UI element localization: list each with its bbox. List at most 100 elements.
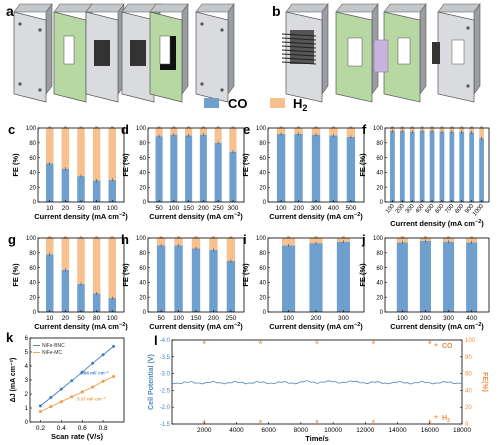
bar-co bbox=[396, 242, 408, 312]
plot-frame bbox=[37, 127, 125, 203]
bolt-hole bbox=[466, 26, 470, 30]
plate-window bbox=[347, 37, 363, 67]
x-tick-label: 600 bbox=[434, 203, 445, 215]
y-tick-label: 40 bbox=[139, 281, 146, 287]
y-tick-label: 40 bbox=[259, 171, 266, 177]
bar-h2 bbox=[469, 128, 475, 133]
bar-co bbox=[185, 135, 193, 202]
x-tick-label: 200 bbox=[311, 315, 322, 322]
cell-potential-line bbox=[171, 380, 463, 385]
y-tick-label: 0 bbox=[380, 310, 384, 316]
bar-h2 bbox=[108, 128, 117, 180]
plate-top bbox=[149, 3, 189, 13]
x-axis-label: Current density (mA cm−2) bbox=[34, 322, 128, 331]
y-axis-label: FE (%) bbox=[358, 263, 367, 287]
x-tick-label: 6000 bbox=[261, 427, 276, 434]
bar-h2 bbox=[199, 128, 207, 135]
x-tick-label: 1000 bbox=[472, 203, 486, 218]
y-tick-label-left: -3.5 bbox=[160, 355, 171, 361]
bar-h2 bbox=[229, 128, 237, 152]
data-point bbox=[101, 353, 105, 357]
plate-top bbox=[437, 3, 481, 13]
y-tick-label: 0 bbox=[25, 420, 29, 426]
x-axis-label: Current density (mA cm−2) bbox=[149, 322, 243, 331]
panel-label-h: h bbox=[121, 232, 129, 247]
data-point bbox=[70, 395, 74, 399]
y-axis-label: FE (%) bbox=[241, 153, 250, 177]
co-fe-marker: * bbox=[371, 340, 375, 351]
x-tick-label: 0.6 bbox=[78, 425, 87, 432]
y-tick-label: 20 bbox=[29, 295, 36, 301]
bar-co bbox=[294, 133, 303, 202]
y-tick-label: 60 bbox=[259, 156, 266, 162]
y-tick-label: 6 bbox=[25, 336, 29, 342]
y-tick-label: 20 bbox=[29, 185, 36, 191]
x-tick-label: 100 bbox=[385, 203, 396, 215]
bar-co bbox=[409, 131, 415, 202]
panel-label-c: c bbox=[8, 122, 15, 137]
y-tick-label-left: -2.0 bbox=[160, 405, 171, 411]
plate-top bbox=[383, 3, 427, 13]
x-tick-label: 800 bbox=[454, 203, 465, 215]
bar-h2 bbox=[108, 238, 117, 298]
bar-co bbox=[449, 131, 455, 202]
plate-top bbox=[85, 3, 125, 13]
co-fe-marker: * bbox=[315, 340, 319, 351]
x-tick-label: 0.4 bbox=[57, 425, 66, 432]
data-point bbox=[38, 404, 42, 408]
y-tick-label: 80 bbox=[259, 141, 266, 147]
bar-h2 bbox=[92, 238, 101, 294]
cell-plate-a-5 bbox=[149, 3, 189, 103]
bar-h2 bbox=[226, 238, 236, 261]
y-tick-label: 100 bbox=[373, 236, 384, 242]
y-axis-label: FE (%) bbox=[241, 263, 250, 287]
x-tick-label: 50 bbox=[155, 205, 163, 212]
cell-plate-b-1 bbox=[281, 3, 329, 103]
data-point bbox=[112, 344, 116, 348]
y-tick-label: 3 bbox=[25, 378, 29, 384]
x-tick-label: 400 bbox=[466, 315, 477, 322]
y-tick-label: 60 bbox=[29, 156, 36, 162]
data-point bbox=[59, 387, 63, 391]
plate-side bbox=[181, 3, 189, 95]
bar-co bbox=[45, 254, 54, 312]
y-tick-label: 4 bbox=[25, 364, 29, 370]
bolt-hole bbox=[38, 28, 42, 32]
y-tick-label: 60 bbox=[139, 266, 146, 272]
plate-top bbox=[53, 3, 93, 13]
plate-face bbox=[195, 11, 229, 103]
y-axis-label: ΔJ (mA cm⁻²) bbox=[10, 358, 17, 403]
data-point bbox=[101, 379, 105, 383]
y-tick-label: 60 bbox=[376, 266, 383, 272]
x-tick-label: 0.2 bbox=[36, 425, 45, 432]
y-tick-label-left: -1.5 bbox=[160, 422, 171, 428]
y-tick-label: 100 bbox=[136, 236, 147, 242]
x-tick-label: 100 bbox=[276, 205, 287, 212]
bar-h2 bbox=[61, 128, 70, 169]
bar-co bbox=[209, 249, 218, 312]
panel-label-b: b bbox=[272, 3, 281, 19]
y-tick-label: 60 bbox=[259, 266, 266, 272]
y-tick-label-right: 0 bbox=[465, 422, 469, 428]
flow-channel bbox=[281, 53, 317, 57]
x-axis-label: Current density (mA cm−2) bbox=[269, 212, 363, 221]
bar-co bbox=[214, 142, 222, 202]
bar-co bbox=[45, 163, 54, 202]
x-axis-label: Time/s bbox=[305, 434, 329, 443]
y-tick-label: 100 bbox=[256, 236, 267, 242]
bar-co bbox=[77, 176, 85, 202]
bar-co bbox=[155, 136, 163, 202]
x-tick-label: 300 bbox=[443, 315, 454, 322]
y-tick-label: 1 bbox=[25, 406, 29, 412]
plot-frame bbox=[384, 237, 490, 313]
plate-top bbox=[285, 3, 329, 13]
legend-label-h2: H2 bbox=[442, 415, 450, 424]
bar-h2 bbox=[156, 238, 166, 246]
x-axis-label: Scan rate (V/s) bbox=[51, 432, 104, 441]
y-tick-label: 40 bbox=[376, 171, 383, 177]
flow-channel bbox=[281, 61, 317, 65]
panel-label-l: l bbox=[154, 333, 158, 348]
slope-annotation-bnc: 6.84 mF cm⁻² bbox=[80, 370, 109, 375]
bar-h2 bbox=[155, 128, 163, 137]
